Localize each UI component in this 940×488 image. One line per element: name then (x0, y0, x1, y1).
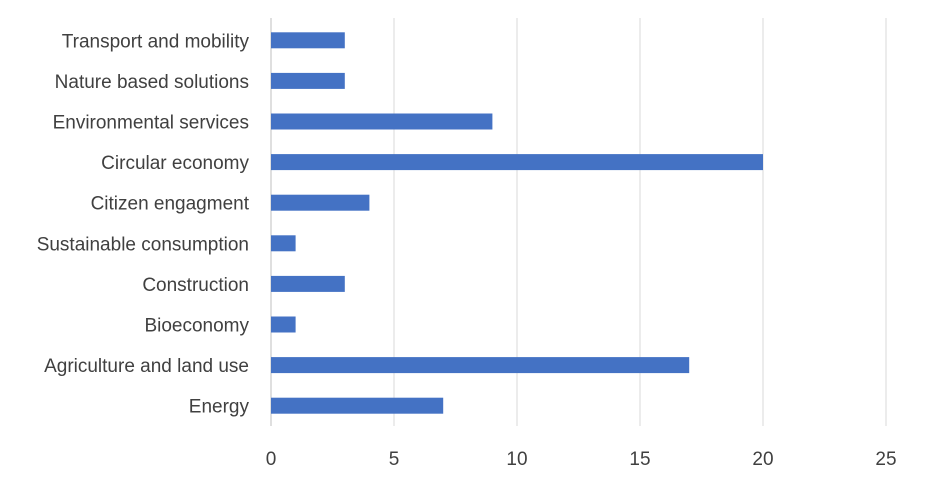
x-tick-label: 15 (629, 449, 650, 470)
x-tick-label: 25 (875, 449, 896, 470)
x-tick-labels: 0 5 10 15 20 25 (266, 449, 897, 470)
category-label: Citizen engagment (91, 194, 250, 215)
bar (271, 316, 296, 333)
category-label: Transport and mobility (62, 31, 250, 52)
bar (271, 72, 345, 89)
category-label: Bioeconomy (144, 316, 249, 337)
bar (271, 235, 296, 252)
category-labels: Transport and mobility Nature based solut… (37, 31, 250, 417)
bar (271, 275, 345, 292)
bars (271, 32, 763, 414)
category-label: Nature based solutions (55, 72, 249, 93)
category-label: Sustainable consumption (37, 234, 249, 255)
x-tick-label: 20 (752, 449, 773, 470)
bar (271, 357, 690, 374)
bar (271, 397, 444, 414)
category-label: Energy (189, 397, 250, 418)
x-tick-label: 0 (266, 449, 277, 470)
category-label: Circular economy (101, 153, 249, 174)
x-tick-label: 10 (506, 449, 527, 470)
bar (271, 194, 370, 211)
category-label: Agriculture and land use (44, 356, 249, 377)
category-label: Environmental services (53, 113, 249, 134)
x-tick-label: 5 (389, 449, 400, 470)
bar (271, 154, 763, 171)
bar (271, 32, 345, 49)
category-label: Construction (142, 275, 249, 296)
bar (271, 113, 493, 130)
